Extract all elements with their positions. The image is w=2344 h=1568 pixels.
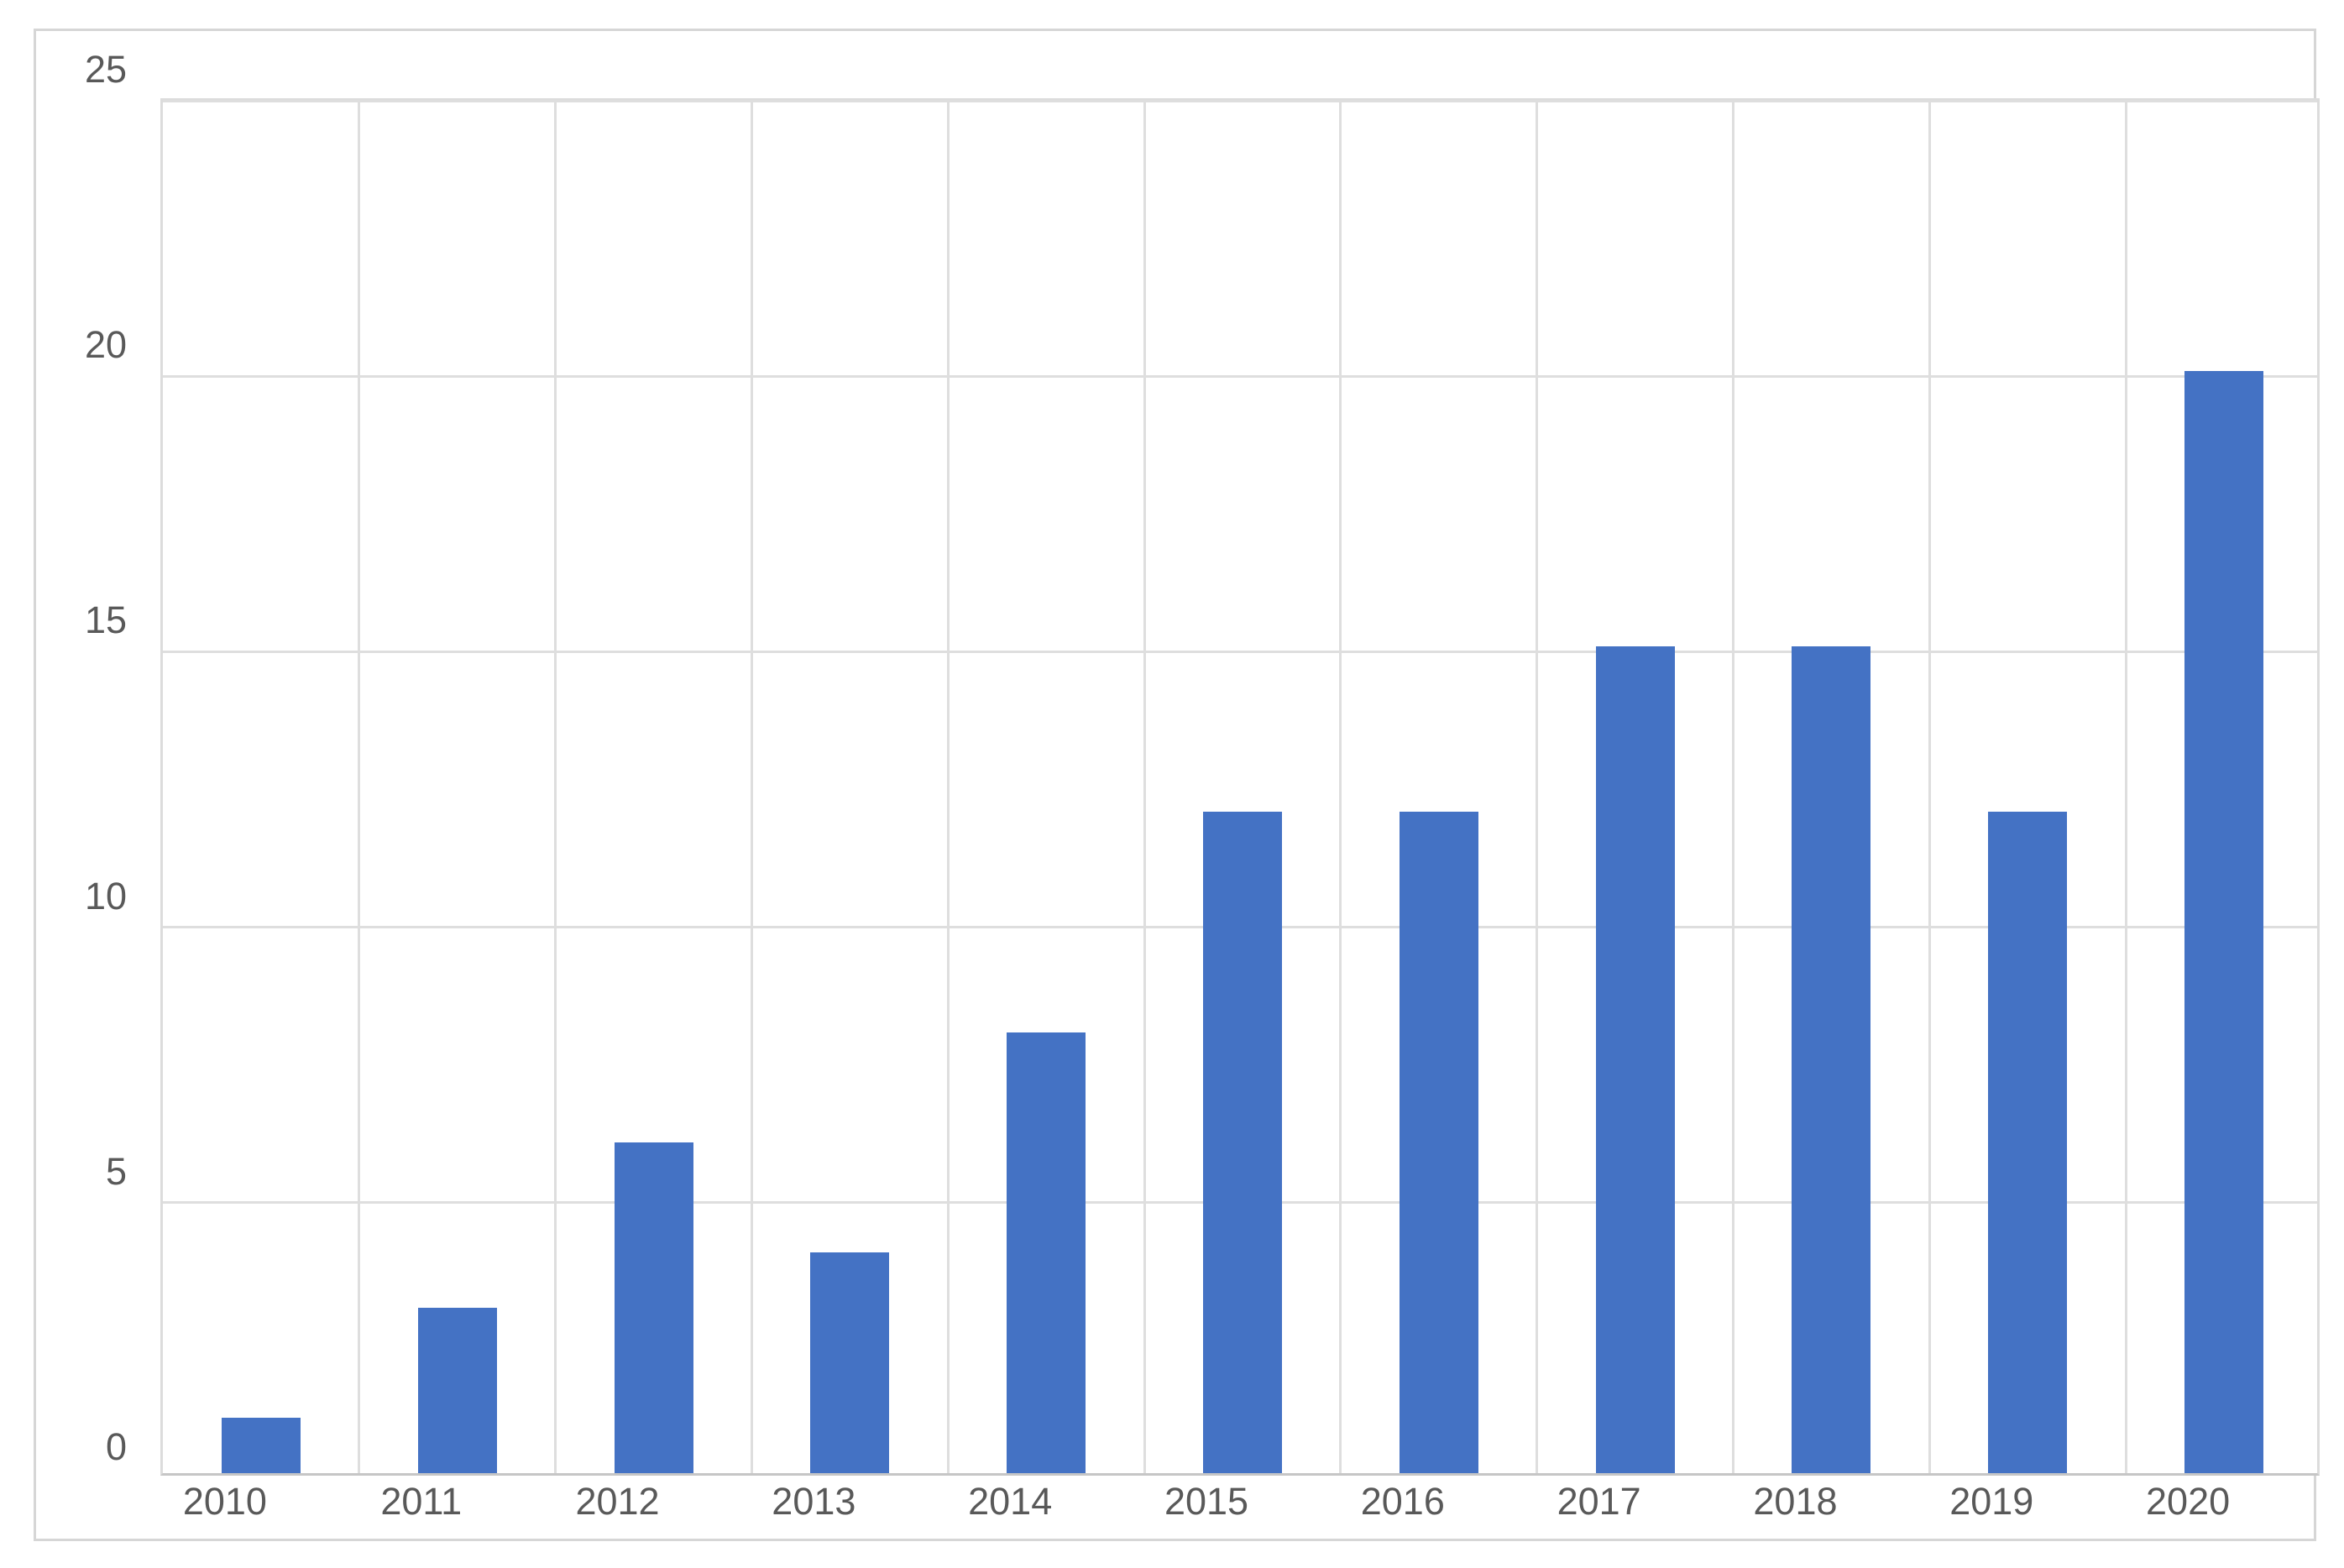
x-tick-label-2018: 2018 [1753,1480,1838,1523]
horizontal-gridline-25 [163,99,2317,102]
vertical-gridline-4 [946,101,950,1473]
y-tick-label-10: 10 [84,874,127,917]
vertical-gridline-7 [1536,101,1539,1473]
x-tick-label-2014: 2014 [968,1480,1053,1523]
y-tick-label-15: 15 [84,598,127,642]
vertical-gridline-3 [750,101,753,1473]
x-tick-label-2019: 2019 [1949,1480,2034,1523]
bar-2011 [417,1308,497,1473]
plot-area [160,98,2320,1476]
bar-2018 [1792,646,1871,1473]
vertical-gridline-1 [358,101,361,1473]
bar-2015 [1203,812,1282,1473]
vertical-gridline-5 [1143,101,1146,1473]
bar-2017 [1595,646,1675,1473]
vertical-gridline-2 [554,101,557,1473]
bar-2016 [1399,812,1478,1473]
chart-frame: 0 5 10 15 20 25 2010 2011 2012 2013 2014 2015 2016 2… [34,29,2320,1541]
y-tick-label-20: 20 [84,323,127,367]
x-tick-label-2016: 2016 [1360,1480,1445,1523]
bar-2012 [614,1142,693,1473]
x-tick-label-2011: 2011 [380,1480,463,1523]
x-tick-label-2020: 2020 [2146,1480,2231,1523]
bar-2020 [2184,371,2264,1473]
bar-2010 [221,1418,301,1473]
bar-2014 [1007,1032,1086,1473]
vertical-gridline-6 [1339,101,1342,1473]
y-tick-label-0: 0 [105,1425,127,1468]
x-tick-label-2012: 2012 [575,1480,660,1523]
y-tick-label-5: 5 [105,1149,127,1193]
vertical-gridline-9 [1928,101,1931,1473]
horizontal-gridline-15 [163,650,2317,653]
x-tick-label-2013: 2013 [772,1480,856,1523]
x-tick-label-2010: 2010 [182,1480,267,1523]
vertical-gridline-8 [1732,101,1735,1473]
horizontal-gridline-20 [163,374,2317,378]
bar-2019 [1988,812,2068,1473]
y-tick-label-25: 25 [84,48,127,91]
vertical-gridline-10 [2124,101,2127,1473]
bar-2013 [810,1252,890,1473]
x-tick-label-2015: 2015 [1164,1480,1249,1523]
x-tick-label-2017: 2017 [1557,1480,1641,1523]
